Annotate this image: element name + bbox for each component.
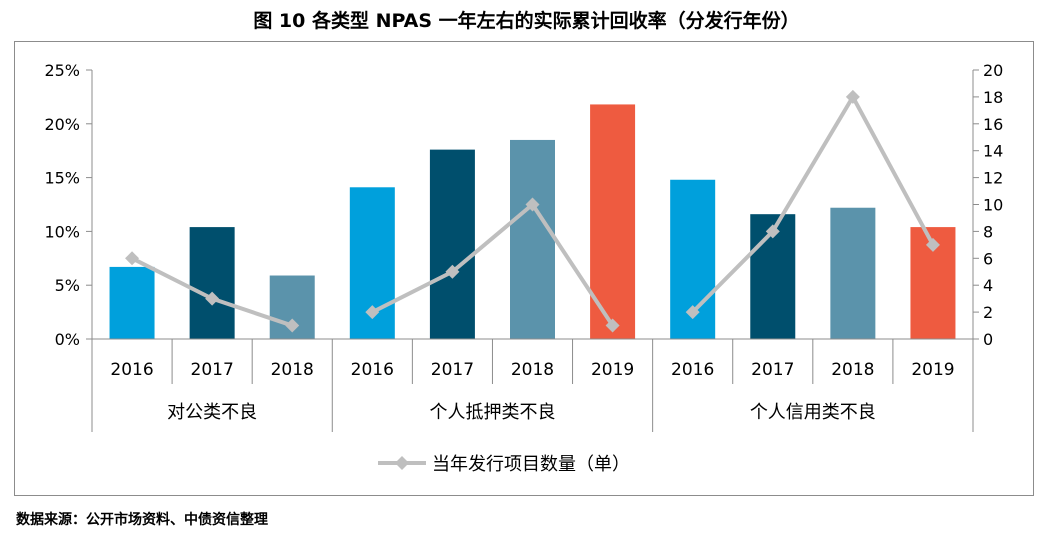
year-label: 2018 bbox=[511, 360, 554, 380]
bar-2018 bbox=[830, 207, 876, 339]
line-marker bbox=[285, 318, 300, 333]
line-marker bbox=[445, 264, 460, 279]
right-tick-label: 10 bbox=[983, 196, 1003, 215]
right-tick-label: 18 bbox=[983, 88, 1003, 107]
group-label: 对公类不良 bbox=[167, 402, 257, 423]
right-tick-label: 2 bbox=[983, 303, 993, 322]
left-tick-label: 5% bbox=[55, 276, 80, 295]
right-tick-label: 0 bbox=[983, 330, 993, 349]
chart-frame bbox=[14, 41, 1034, 496]
line-marker bbox=[365, 305, 380, 320]
year-label: 2016 bbox=[671, 360, 714, 380]
year-label: 2016 bbox=[110, 360, 153, 380]
bar-2017 bbox=[189, 227, 235, 339]
line-series-segment bbox=[691, 94, 935, 314]
line-marker bbox=[525, 197, 540, 212]
legend-label: 当年发行项目数量（单） bbox=[432, 454, 630, 475]
left-tick-label: 20% bbox=[44, 115, 80, 134]
line-marker bbox=[125, 251, 140, 266]
bar-2017 bbox=[429, 149, 475, 339]
source-note: 数据来源：公开市场资料、中债资信整理 bbox=[16, 512, 268, 528]
legend-marker-swatch bbox=[395, 456, 409, 470]
line-marker bbox=[765, 224, 780, 239]
right-tick-label: 14 bbox=[983, 142, 1003, 161]
right-tick-label: 16 bbox=[983, 115, 1003, 134]
line-marker bbox=[845, 89, 860, 104]
left-tick-label: 0% bbox=[55, 330, 80, 349]
year-label: 2017 bbox=[751, 360, 794, 380]
line-marker bbox=[925, 237, 940, 252]
year-label: 2017 bbox=[431, 360, 474, 380]
line-marker bbox=[685, 305, 700, 320]
line-marker bbox=[605, 318, 620, 333]
year-label: 2016 bbox=[351, 360, 394, 380]
right-tick-label: 8 bbox=[983, 222, 993, 241]
line-marker bbox=[205, 291, 220, 306]
right-tick-label: 4 bbox=[983, 276, 993, 295]
left-tick-label: 15% bbox=[44, 169, 80, 188]
chart-title: 图 10 各类型 NPAS 一年左右的实际累计回收率（分发行年份） bbox=[253, 10, 800, 32]
bar-2018 bbox=[510, 139, 555, 339]
left-tick-label: 25% bbox=[44, 61, 80, 80]
year-label: 2018 bbox=[831, 360, 874, 380]
year-label: 2019 bbox=[591, 360, 634, 380]
right-tick-label: 12 bbox=[983, 169, 1003, 188]
year-label: 2017 bbox=[191, 360, 234, 380]
year-label: 2018 bbox=[271, 360, 314, 380]
group-label: 个人信用类不良 bbox=[750, 402, 876, 423]
right-tick-label: 6 bbox=[983, 249, 993, 268]
line-series-segment bbox=[371, 202, 615, 327]
right-tick-label: 20 bbox=[983, 61, 1003, 80]
year-label: 2019 bbox=[911, 360, 954, 380]
left-tick-label: 10% bbox=[44, 222, 80, 241]
group-label: 个人抵押类不良 bbox=[429, 402, 555, 423]
bar-2016 bbox=[109, 266, 155, 339]
